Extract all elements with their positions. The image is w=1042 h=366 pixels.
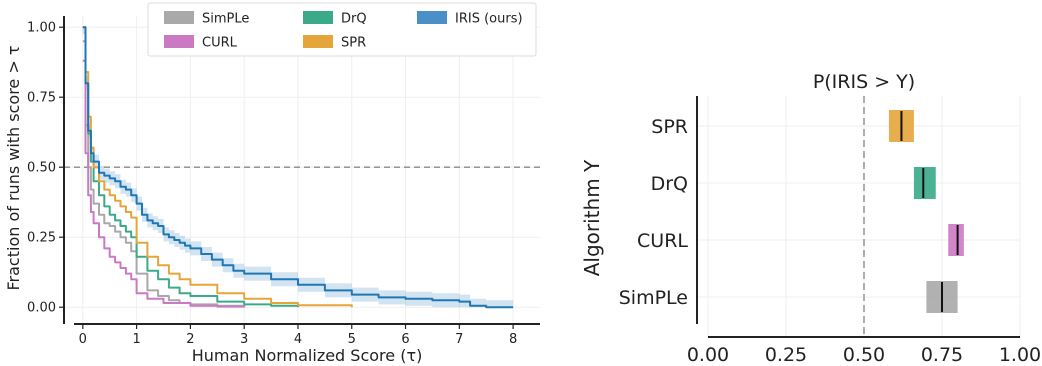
left-x-ticks: 0 1 2 3 4 5 6 7 8 bbox=[79, 324, 517, 347]
series-line-iris-ours- bbox=[82, 26, 514, 309]
left-x-axis-label: Human Normalized Score (τ) bbox=[192, 346, 423, 365]
legend-swatch bbox=[303, 11, 333, 24]
legend-label: IRIS (ours) bbox=[455, 12, 523, 27]
left-x-tick-label: 5 bbox=[348, 332, 356, 347]
legend-label: DrQ bbox=[341, 12, 367, 27]
right-x-tick-label: 0.25 bbox=[765, 344, 807, 366]
legend-label: SimPLe bbox=[202, 12, 249, 27]
right-title: P(IRIS > Y) bbox=[813, 71, 915, 93]
left-y-tick-label: 0.25 bbox=[27, 231, 56, 246]
right-x-tick-label: 0.00 bbox=[687, 344, 729, 366]
legend-swatch bbox=[417, 11, 447, 24]
left-x-tick-label: 7 bbox=[455, 332, 463, 347]
right-x-tick-label: 0.75 bbox=[921, 344, 963, 366]
interval-bars bbox=[888, 110, 964, 313]
right-y-axis-label: Algorithm Y bbox=[580, 159, 604, 276]
left-x-tick-label: 0 bbox=[79, 332, 87, 347]
left-y-tick-label: 0.00 bbox=[27, 301, 56, 316]
left-y-tick-label: 0.50 bbox=[27, 161, 56, 176]
left-x-tick-label: 1 bbox=[132, 332, 140, 347]
right-y-ticks: SPR DrQ CURL SimPLe bbox=[619, 116, 689, 309]
right-grid bbox=[697, 96, 1021, 336]
legend-swatch bbox=[164, 35, 194, 48]
legend-swatch bbox=[303, 35, 333, 48]
left-x-tick-label: 4 bbox=[294, 332, 302, 347]
left-x-tick-label: 3 bbox=[240, 332, 248, 347]
right-y-tick-label: CURL bbox=[637, 230, 688, 252]
left-y-ticks: 0.00 0.25 0.50 0.75 1.00 bbox=[27, 21, 64, 316]
survival-curve-panel: 0.00 0.25 0.50 0.75 1.00 0 1 2 3 4 5 6 7 8 Human Nor… bbox=[4, 2, 540, 365]
probability-of-improvement-panel: SPR DrQ CURL SimPLe 0.00 0.25 0.50 0.75 1.00 P(… bbox=[580, 71, 1041, 366]
right-y-tick-label: DrQ bbox=[651, 173, 688, 195]
right-x-ticks: 0.00 0.25 0.50 0.75 1.00 bbox=[687, 344, 1041, 366]
left-x-tick-label: 8 bbox=[509, 332, 517, 347]
left-x-tick-label: 2 bbox=[186, 332, 194, 347]
interval-bar-drq bbox=[913, 167, 936, 199]
legend: SimPLe CURL DrQ SPR IRIS (ours) bbox=[147, 2, 537, 57]
right-x-tick-label: 1.00 bbox=[999, 344, 1041, 366]
left-y-tick-label: 0.75 bbox=[27, 91, 56, 106]
legend-swatch bbox=[164, 11, 194, 24]
left-x-tick-label: 6 bbox=[401, 332, 409, 347]
right-x-tick-label: 0.50 bbox=[843, 344, 885, 366]
left-y-axis-label: Fraction of runs with score > τ bbox=[4, 46, 23, 291]
right-y-tick-label: SimPLe bbox=[619, 287, 688, 309]
series-line-curl bbox=[82, 59, 246, 308]
right-y-tick-label: SPR bbox=[651, 116, 688, 138]
legend-label: SPR bbox=[341, 36, 366, 51]
interval-bar-curl bbox=[948, 224, 964, 256]
left-series-lines bbox=[82, 26, 514, 309]
left-y-tick-label: 1.00 bbox=[27, 21, 56, 36]
legend-label: CURL bbox=[202, 36, 238, 51]
